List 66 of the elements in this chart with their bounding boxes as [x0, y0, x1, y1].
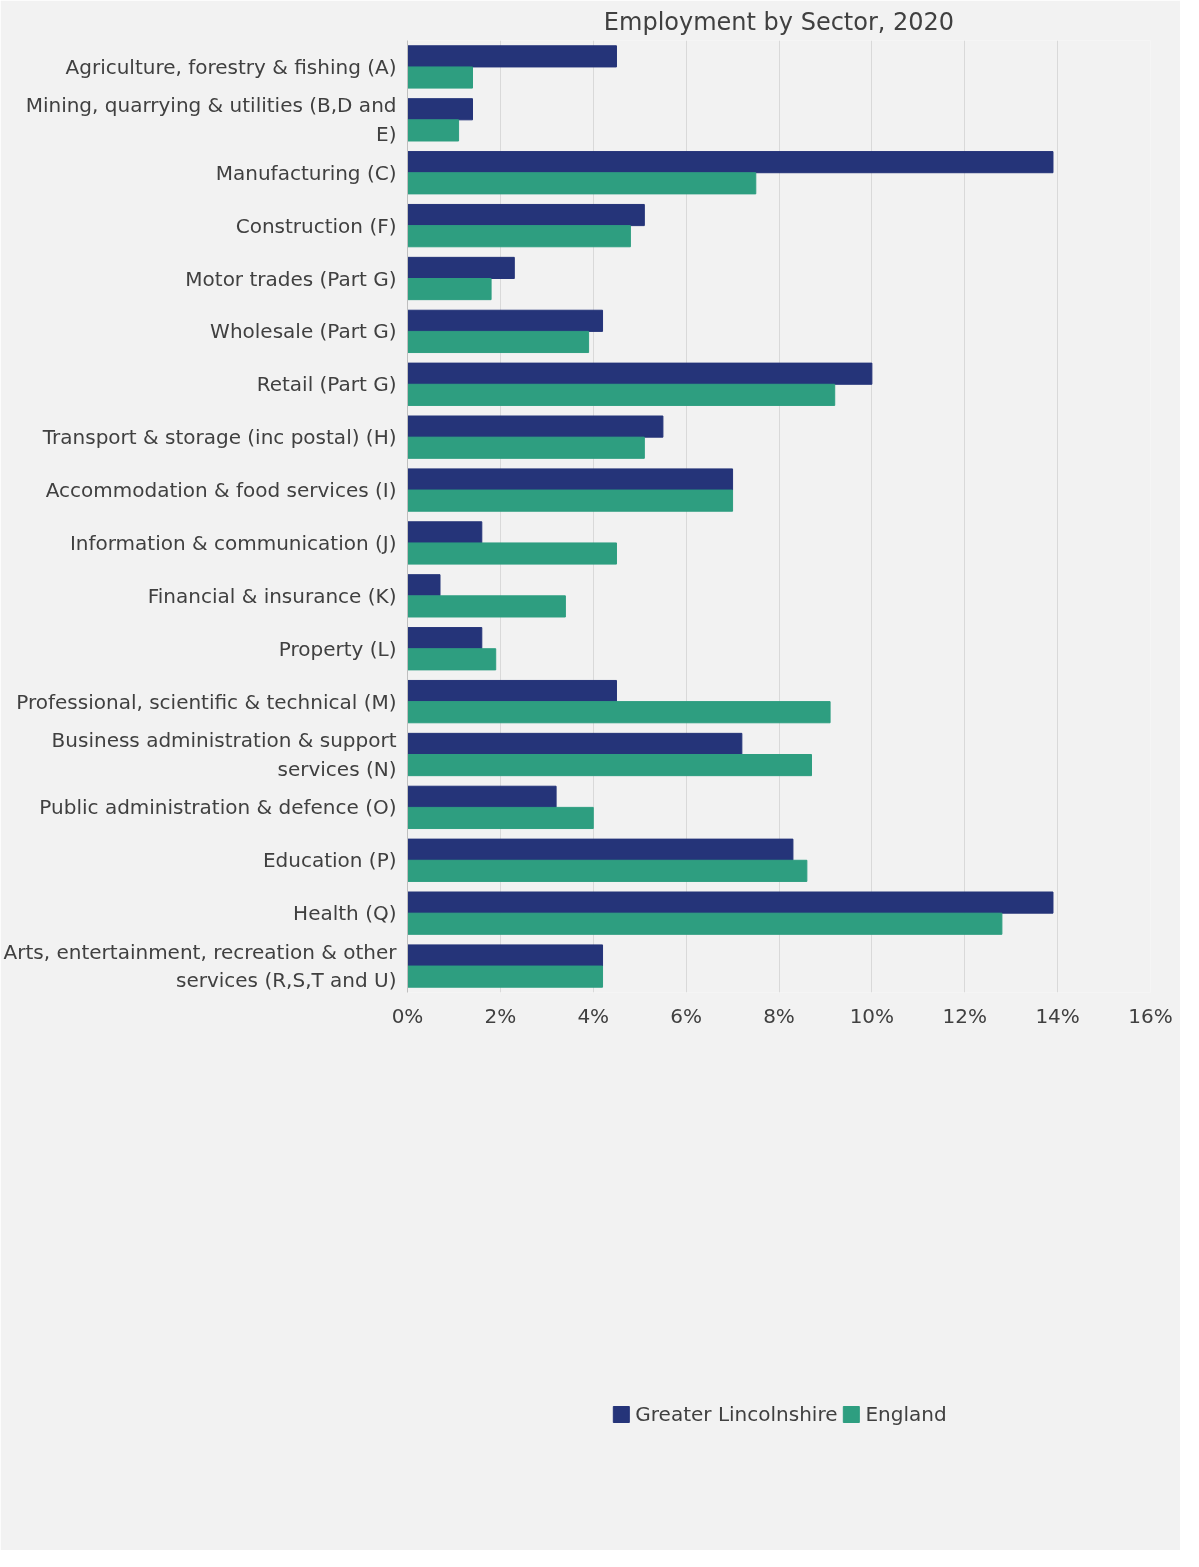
y-tick-label: Retail (Part G) [256, 372, 397, 397]
y-tick-label: Wholesale (Part G) [210, 319, 397, 344]
y-tick-label: Business administration & support services (N) [51, 728, 397, 781]
bar [407, 574, 441, 597]
y-tick-label: Accommodation & food services (I) [45, 478, 397, 503]
y-tick-label: Construction (F) [235, 213, 397, 238]
y-tick-label: Education (P) [262, 848, 397, 873]
bar [407, 98, 474, 121]
legend-label: Greater Lincolnshire [635, 1402, 838, 1426]
bar [407, 944, 604, 967]
bar [407, 891, 1054, 914]
bar [407, 859, 808, 882]
bar [407, 627, 483, 650]
bar [407, 415, 664, 438]
y-tick-label: Manufacturing (C) [215, 160, 397, 185]
bar [407, 701, 831, 724]
bar [407, 45, 617, 68]
x-tick-label: 16% [1128, 1003, 1173, 1028]
y-tick-label: Motor trades (Part G) [185, 266, 397, 291]
bar [407, 542, 617, 565]
bar [407, 119, 460, 142]
bar [407, 172, 757, 195]
legend-label: England [865, 1402, 947, 1426]
y-tick-label: Public administration & defence (O) [39, 795, 397, 820]
chart-title: Employment by Sector, 2020 [603, 7, 955, 36]
x-tick-label: 0% [391, 1003, 424, 1028]
bar [407, 785, 557, 808]
bar [407, 362, 873, 385]
y-tick-label: Property (L) [278, 636, 397, 661]
bar [407, 383, 836, 406]
bar [407, 489, 734, 512]
x-tick-label: 2% [484, 1003, 517, 1028]
x-tick-label: 14% [1035, 1003, 1080, 1028]
x-tick-label: 6% [670, 1003, 702, 1028]
y-tick-label: Financial & insurance (K) [147, 583, 397, 608]
bar [407, 595, 566, 618]
y-tick-label: Information & communication (J) [69, 530, 397, 555]
bar [407, 521, 483, 544]
x-tick-label: 4% [577, 1003, 610, 1028]
bar [407, 679, 617, 703]
bar [407, 203, 645, 227]
y-tick-label: Health (Q) [293, 901, 397, 926]
y-tick-label: Mining, quarrying & utilities (B,D and E) [25, 93, 397, 147]
bar [407, 468, 734, 491]
bar [407, 66, 474, 89]
y-tick-label: Arts, entertainment, recreation & other services (R,S,T and U) [3, 939, 398, 993]
bar [407, 436, 645, 459]
x-tick-label: 8% [763, 1003, 795, 1028]
bar [407, 278, 492, 301]
bar [407, 965, 604, 988]
bar [407, 754, 813, 777]
bar [407, 309, 604, 332]
bar [407, 912, 1003, 935]
y-tick-label: Professional, scientific & technical (M) [16, 689, 397, 714]
bar [407, 732, 743, 755]
y-tick-label: Agriculture, forestry & fishing (A) [65, 54, 397, 79]
y-tick-label: Transport & storage (inc postal) (H) [41, 425, 397, 450]
x-tick-label: 12% [942, 1003, 987, 1028]
bar [407, 806, 594, 830]
bar [407, 225, 631, 248]
bar [407, 648, 497, 671]
bar [407, 838, 794, 861]
x-tick-label: 10% [849, 1003, 895, 1028]
bar [407, 151, 1054, 174]
bar [407, 256, 515, 279]
bar [407, 330, 590, 354]
